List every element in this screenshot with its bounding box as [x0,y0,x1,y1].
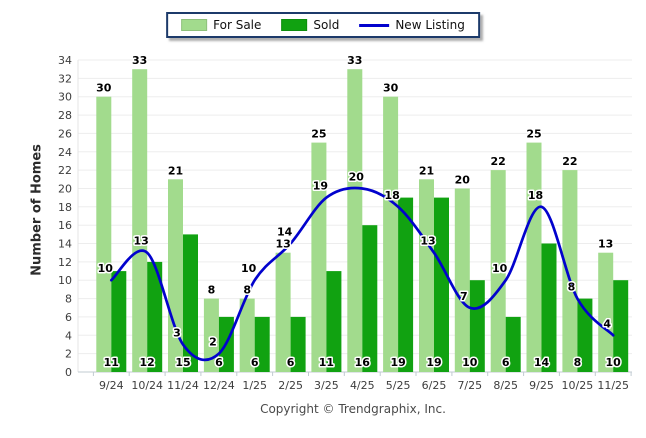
svg-text:1/25: 1/25 [242,379,267,392]
svg-text:20: 20 [58,183,72,196]
svg-text:10: 10 [241,262,257,275]
svg-text:10: 10 [606,356,622,369]
svg-text:14: 14 [277,226,293,239]
svg-text:4: 4 [65,329,72,342]
svg-text:21: 21 [168,164,183,177]
svg-text:4: 4 [603,317,611,330]
sold-swatch-icon [281,19,308,31]
svg-text:12/24: 12/24 [203,379,235,392]
svg-text:8: 8 [65,293,72,306]
svg-text:8: 8 [243,284,251,297]
svg-text:28: 28 [58,109,72,122]
svg-text:11: 11 [319,356,334,369]
svg-text:20: 20 [349,171,365,184]
svg-text:6: 6 [65,311,72,324]
svg-text:8/25: 8/25 [493,379,518,392]
legend-label-for-sale: For Sale [213,18,262,32]
svg-text:21: 21 [419,164,434,177]
svg-text:22: 22 [562,155,577,168]
svg-text:6/25: 6/25 [422,379,447,392]
svg-text:10: 10 [462,356,478,369]
svg-text:10/25: 10/25 [562,379,594,392]
svg-text:19: 19 [390,356,405,369]
copyright-text: Copyright © Trendgraphix, Inc. [260,402,446,416]
svg-text:33: 33 [132,54,147,67]
svg-text:25: 25 [311,128,326,141]
svg-text:2: 2 [65,348,72,361]
svg-text:18: 18 [528,189,543,202]
svg-text:13: 13 [275,238,290,251]
svg-text:6: 6 [215,356,223,369]
svg-text:10: 10 [98,262,114,275]
svg-text:5/25: 5/25 [386,379,411,392]
svg-text:11: 11 [104,356,119,369]
svg-text:13: 13 [420,235,435,248]
svg-text:20: 20 [455,174,471,187]
svg-text:19: 19 [313,180,328,193]
legend-label-sold: Sold [313,18,340,32]
svg-text:8: 8 [568,281,576,294]
legend-label-new-listing: New Listing [395,18,465,32]
svg-text:6: 6 [251,356,259,369]
svg-text:16: 16 [355,356,371,369]
svg-text:26: 26 [58,127,72,140]
legend: For Sale Sold New Listing [166,12,480,38]
y-axis-title: Number of Homes [29,144,45,276]
svg-text:7: 7 [460,290,468,303]
svg-text:12: 12 [58,256,72,269]
svg-text:13: 13 [598,238,613,251]
svg-text:8: 8 [574,356,582,369]
svg-text:24: 24 [58,146,72,159]
svg-text:4/25: 4/25 [350,379,375,392]
svg-text:25: 25 [526,128,541,141]
svg-text:19: 19 [426,356,441,369]
svg-text:8: 8 [208,284,216,297]
svg-text:7/25: 7/25 [457,379,482,392]
svg-text:9/25: 9/25 [529,379,554,392]
svg-text:13: 13 [134,235,149,248]
svg-text:30: 30 [96,82,112,95]
svg-text:16: 16 [58,219,72,232]
for-sale-swatch-icon [181,19,208,31]
svg-text:12: 12 [140,356,155,369]
svg-text:6: 6 [287,356,295,369]
svg-text:10: 10 [492,262,508,275]
svg-text:30: 30 [383,82,399,95]
svg-text:2: 2 [209,336,217,349]
svg-text:22: 22 [491,155,506,168]
svg-text:10: 10 [58,274,72,287]
svg-text:30: 30 [58,91,72,104]
svg-text:14: 14 [58,238,72,251]
svg-text:33: 33 [347,54,362,67]
legend-item-new-listing: New Listing [359,19,465,31]
legend-item-for-sale: For Sale [181,19,261,31]
svg-text:14: 14 [534,356,550,369]
legend-item-sold: Sold [281,19,339,31]
svg-text:15: 15 [175,356,190,369]
svg-text:3: 3 [173,327,181,340]
svg-text:11/24: 11/24 [167,379,199,392]
svg-text:11/25: 11/25 [597,379,629,392]
svg-text:32: 32 [58,72,72,85]
svg-text:10/24: 10/24 [131,379,163,392]
svg-text:9/24: 9/24 [99,379,124,392]
svg-text:3/25: 3/25 [314,379,339,392]
svg-text:18: 18 [58,201,72,214]
svg-text:2/25: 2/25 [278,379,303,392]
svg-text:0: 0 [65,366,72,379]
svg-text:18: 18 [384,189,399,202]
svg-text:22: 22 [58,164,72,177]
new-listing-line-icon [359,23,390,27]
svg-text:34: 34 [58,54,72,67]
svg-text:6: 6 [502,356,510,369]
